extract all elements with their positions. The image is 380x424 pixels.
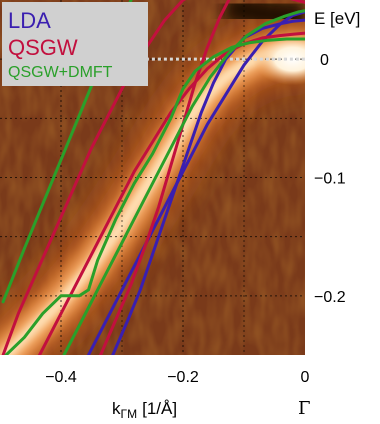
series-qsgw-dmft-curve-2 — [4, 37, 305, 355]
series-qsgw-dmft-curve-1 — [1, 0, 133, 304]
legend-entry-lda: LDA — [8, 8, 51, 33]
series-lda-curve-2 — [111, 18, 305, 355]
y-tick-label: −0.2 — [314, 289, 346, 306]
legend-box — [2, 2, 148, 86]
x-axis: −0.4 −0.2 0 kΓM [1/Å] Γ — [45, 369, 310, 421]
y-tick-label: −0.1 — [314, 171, 346, 188]
series-qsgw-dmft-curve-3 — [62, 9, 305, 355]
dark-region — [222, 0, 305, 32]
legend: LDA QSGW QSGW+DMFT — [2, 2, 148, 86]
legend-entry-qsgw: QSGW — [8, 35, 78, 60]
intensity-band — [0, 0, 305, 355]
x-tick-label: −0.2 — [167, 369, 199, 386]
x-axis-title-k: k — [112, 399, 121, 418]
series-qsgw-curve-1 — [1, 0, 305, 355]
y-tick-label: 0 — [320, 52, 329, 69]
x-tick-labels: −0.4 −0.2 0 — [45, 369, 309, 386]
gamma-point-label: Γ — [298, 398, 311, 419]
y-axis-title: E [eV] — [314, 9, 360, 28]
band-curves — [1, 0, 305, 355]
legend-entry-qsgw-dmft: QSGW+DMFT — [8, 64, 113, 81]
y-axis: E [eV] 0 −0.1 −0.2 — [314, 9, 360, 306]
x-axis-title-subscript: ΓM — [121, 407, 138, 421]
series-lda-curve-1 — [87, 10, 305, 355]
x-tick-label: −0.4 — [45, 369, 77, 386]
x-tick-label: 0 — [301, 369, 310, 386]
series-qsgw-curve-2 — [38, 31, 305, 355]
x-axis-title-unit: [1/Å] — [142, 399, 177, 418]
x-axis-title: kΓM [1/Å] — [112, 399, 177, 421]
y-tick-labels: 0 −0.1 −0.2 — [314, 52, 346, 306]
